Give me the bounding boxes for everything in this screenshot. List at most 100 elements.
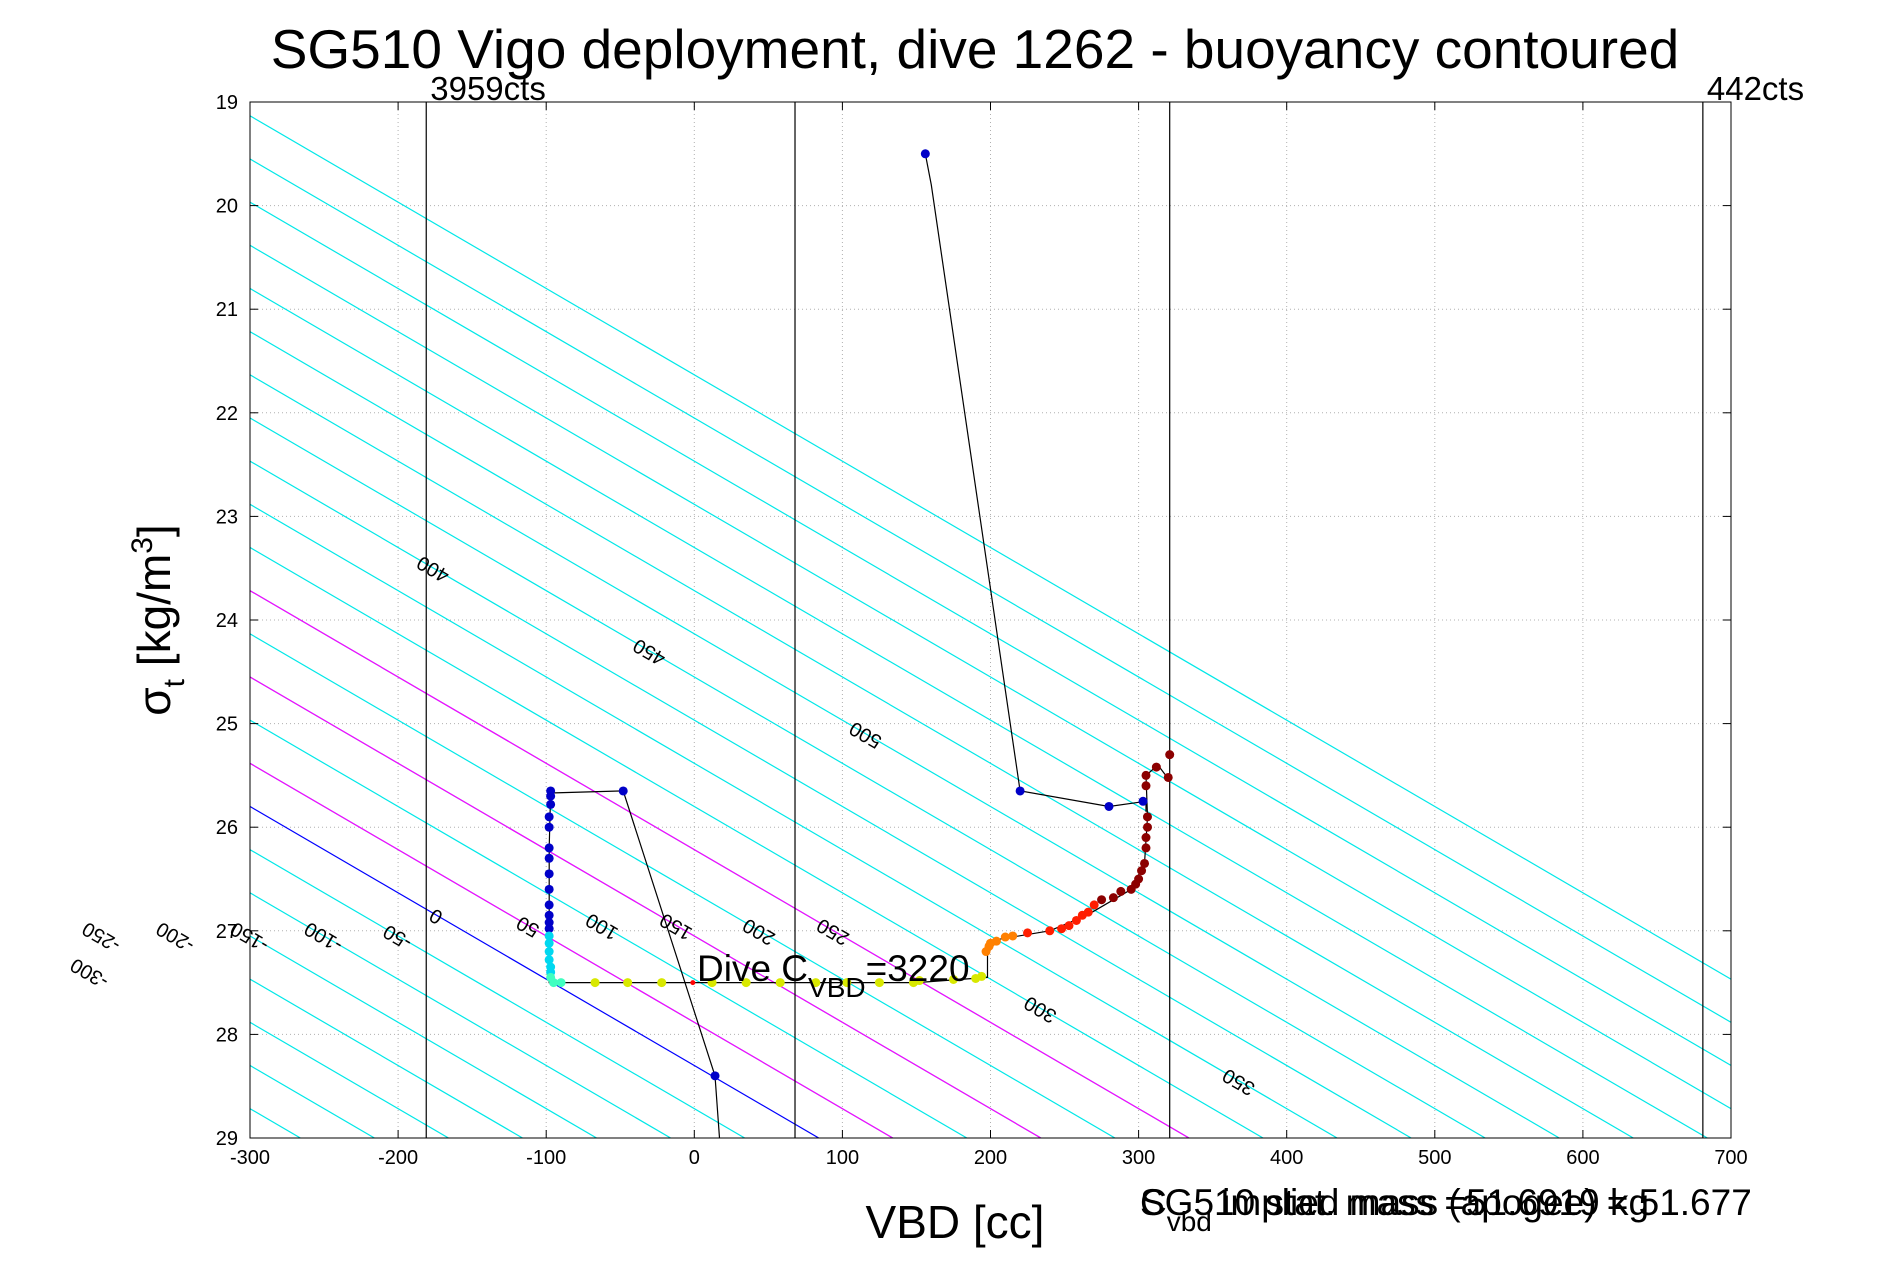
contour-line xyxy=(250,633,1117,1138)
data-point xyxy=(544,947,554,957)
contour-line xyxy=(250,244,1731,1110)
data-point xyxy=(690,980,696,986)
vbd-limit-label: 3959cts xyxy=(430,70,546,107)
implied-mass-main: C xyxy=(1140,1182,1167,1223)
y-tick-label: 27 xyxy=(216,921,238,943)
contour-line-magenta xyxy=(250,676,1043,1138)
data-point xyxy=(618,786,628,796)
data-point xyxy=(1151,762,1161,772)
y-axis-ticks: 19 20 21 22 23 24 25 26 27 28 29 xyxy=(216,92,1731,1150)
data-point xyxy=(1141,843,1151,853)
y-tick-label: 20 xyxy=(216,196,238,218)
data-point xyxy=(1163,772,1173,782)
contour-line xyxy=(250,158,1731,1024)
data-point xyxy=(546,791,556,801)
data-point xyxy=(544,918,554,928)
data-point xyxy=(1134,874,1144,884)
data-point xyxy=(1142,822,1152,832)
contour-line xyxy=(250,374,1561,1138)
vbd-limit-lines: 3959cts 442cts xyxy=(425,70,1804,1138)
implied-mass-text: implied mass (apogee) = 51.677 xyxy=(1212,1182,1752,1223)
y-axis-label-sup: 3 xyxy=(126,537,159,554)
data-point xyxy=(544,924,554,934)
dive-cvbd-annotation: Dive CVBD=3220 xyxy=(697,948,970,1003)
y-tick-label: 19 xyxy=(216,92,238,114)
x-tick-label: -300 xyxy=(230,1147,270,1169)
y-tick-label: 29 xyxy=(216,1128,238,1150)
contour-line xyxy=(250,978,524,1138)
contour-line xyxy=(250,460,1413,1138)
data-point xyxy=(991,936,1001,946)
x-tick-label: -100 xyxy=(526,1147,566,1169)
x-tick-label: -200 xyxy=(378,1147,418,1169)
contour-lines xyxy=(250,115,1731,1138)
vbd-limit-label: 442cts xyxy=(1707,70,1804,107)
x-tick-label: 700 xyxy=(1714,1147,1747,1169)
data-point xyxy=(1141,781,1151,791)
contour-line-magenta xyxy=(250,589,1191,1138)
data-point xyxy=(544,843,554,853)
data-point xyxy=(544,812,554,822)
contour-line-magenta xyxy=(250,762,894,1138)
data-point xyxy=(544,853,554,863)
data-point xyxy=(948,974,958,984)
x-tick-label: 300 xyxy=(1122,1147,1155,1169)
contour-line xyxy=(250,115,1731,980)
climb-trace xyxy=(548,764,1171,1138)
contour-line xyxy=(250,330,1635,1138)
stat-mass-annotation: SG510 stat. mass =51.6919 kg xyxy=(1140,1182,1649,1223)
y-tick-label: 28 xyxy=(216,1024,238,1046)
contour-line xyxy=(250,201,1731,1067)
dive-cvbd-main: Dive C xyxy=(697,948,808,989)
data-point xyxy=(1071,915,1081,925)
data-point xyxy=(1023,928,1033,938)
data-point xyxy=(1057,924,1067,934)
data-point xyxy=(811,978,821,988)
x-tick-label: 0 xyxy=(689,1147,700,1169)
y-tick-label: 23 xyxy=(216,506,238,528)
contour-line xyxy=(250,546,1265,1138)
data-point xyxy=(1104,801,1114,811)
data-point xyxy=(1141,770,1151,780)
data-point xyxy=(1000,932,1010,942)
data-point xyxy=(657,978,667,988)
data-point xyxy=(914,976,924,986)
data-point xyxy=(1083,907,1093,917)
data-point xyxy=(842,978,852,988)
y-tick-label: 22 xyxy=(216,403,238,425)
data-point xyxy=(556,978,566,988)
contour-line xyxy=(250,503,1339,1138)
svg-text:σt [kg/m3]: σt [kg/m3] xyxy=(126,524,191,715)
y-axis-label-close: ] xyxy=(128,524,180,537)
chart-title: SG510 Vigo deployment, dive 1262 - buoya… xyxy=(271,18,1680,80)
data-point xyxy=(1138,796,1148,806)
data-point xyxy=(1097,895,1107,905)
data-point xyxy=(544,955,554,965)
data-point xyxy=(544,931,554,941)
data-point xyxy=(1015,786,1025,796)
contour-line-zero xyxy=(250,805,820,1138)
data-point xyxy=(1064,921,1074,931)
data-point xyxy=(623,978,633,988)
data-point xyxy=(1108,893,1118,903)
data-point xyxy=(775,978,785,988)
data-point xyxy=(1142,812,1152,822)
data-point xyxy=(920,149,930,159)
data-point xyxy=(544,938,554,948)
y-axis-label-sub: t xyxy=(158,678,191,687)
data-point xyxy=(1140,858,1150,868)
x-tick-label: 100 xyxy=(826,1147,859,1169)
y-axis-label: σt [kg/m3] xyxy=(126,524,191,715)
data-points xyxy=(544,149,1175,1081)
contour-line xyxy=(250,892,672,1138)
data-point xyxy=(1141,833,1151,843)
data-point xyxy=(544,900,554,910)
data-point xyxy=(546,799,556,809)
contour-line xyxy=(250,417,1487,1138)
x-tick-label: 500 xyxy=(1418,1147,1451,1169)
data-point xyxy=(741,978,751,988)
data-point xyxy=(590,978,600,988)
data-point xyxy=(544,869,554,879)
